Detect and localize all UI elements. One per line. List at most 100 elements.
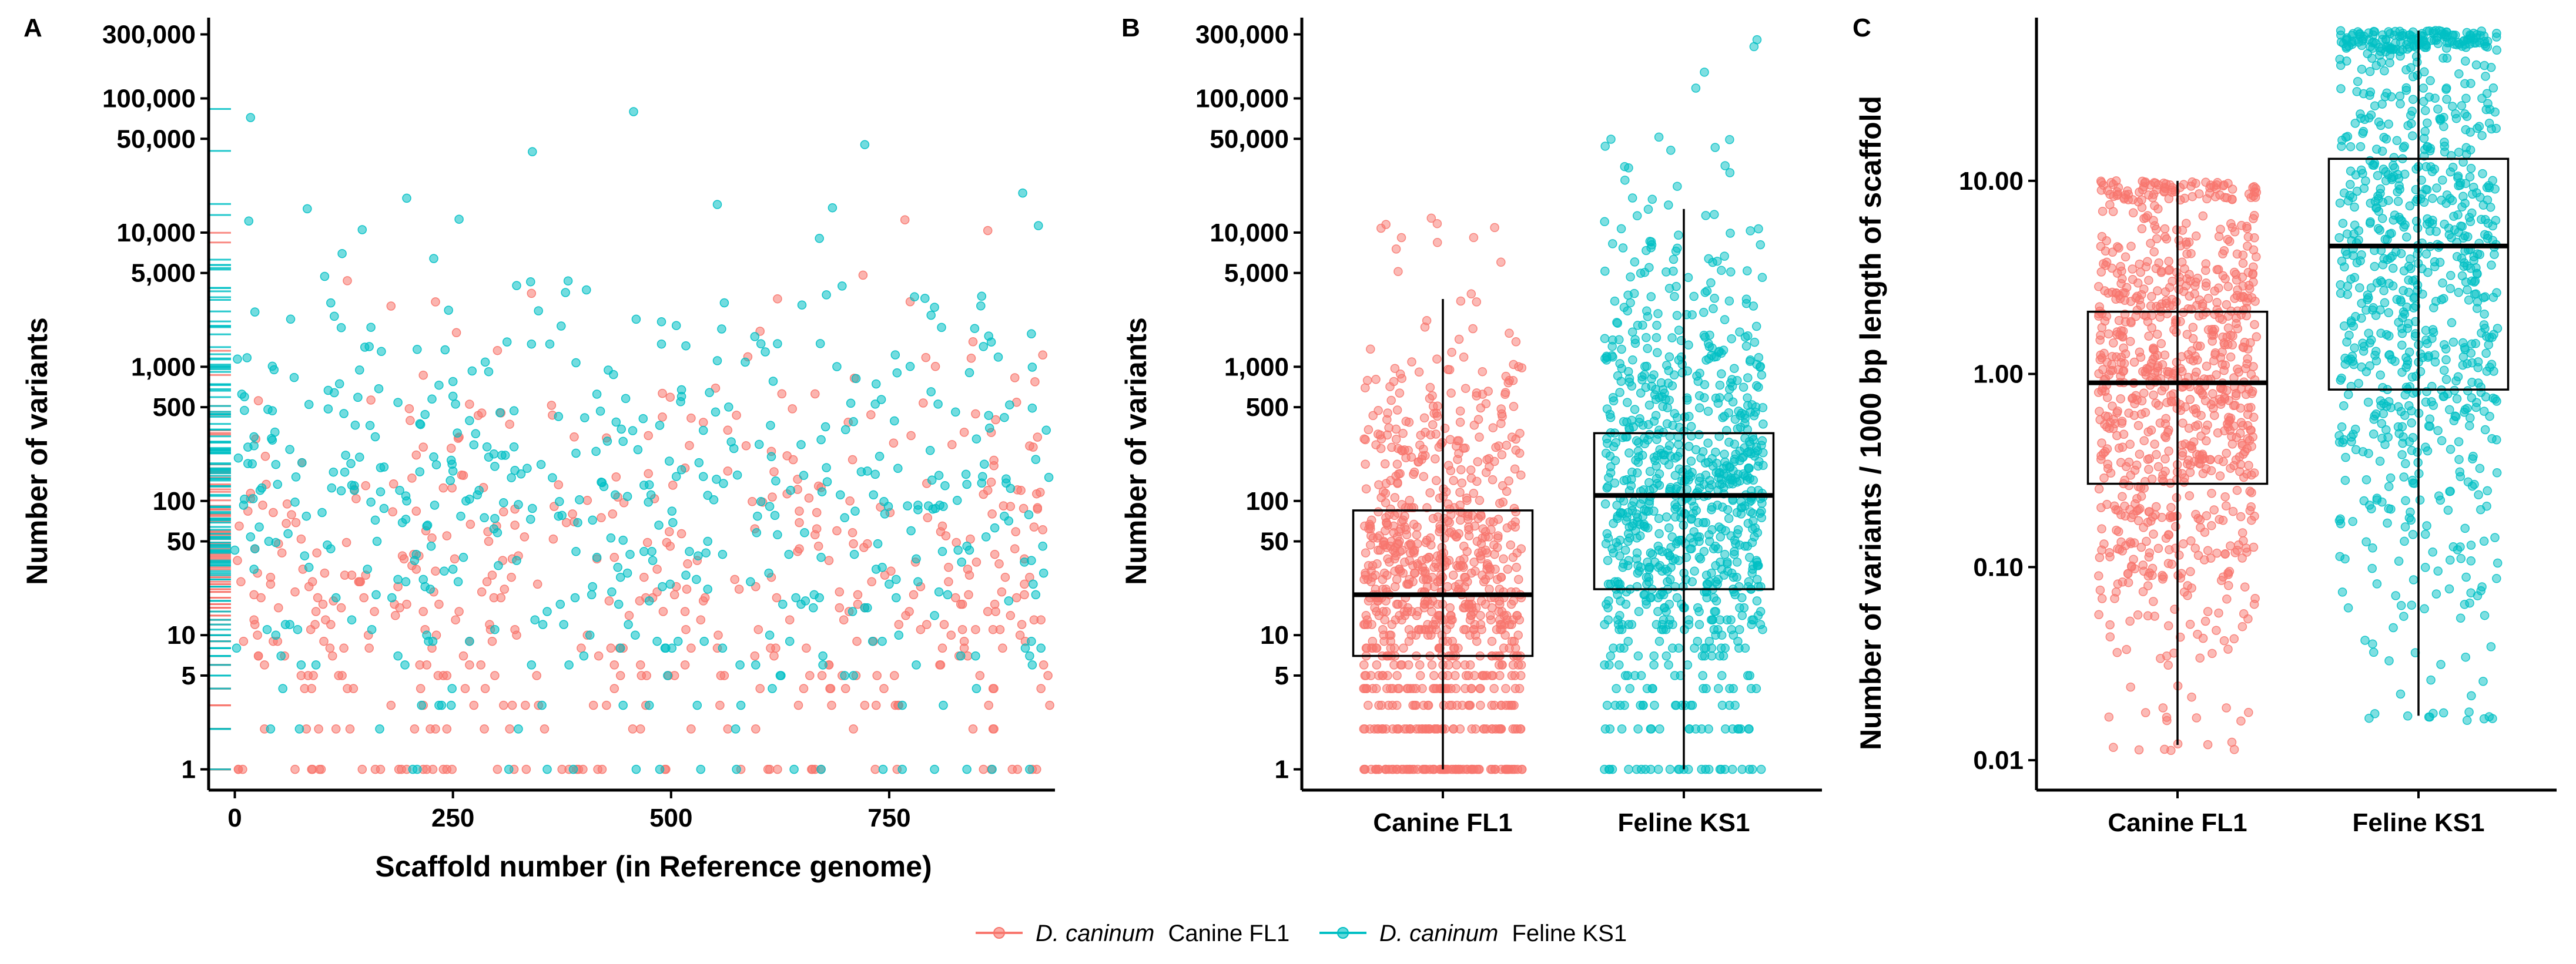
point-feline (768, 684, 777, 693)
point-canine (2153, 361, 2163, 371)
point-canine (1398, 515, 1408, 525)
point-feline (2462, 149, 2471, 159)
point-canine (832, 526, 842, 536)
point-feline (2377, 419, 2387, 428)
point-feline (1617, 364, 1627, 373)
point-canine (1455, 418, 1465, 427)
point-feline (937, 323, 946, 332)
point-feline (964, 368, 974, 378)
point-feline (1674, 764, 1683, 774)
point-feline (499, 498, 508, 508)
point-canine (984, 700, 993, 710)
point-feline (1701, 470, 1711, 480)
point-canine (1455, 488, 1465, 497)
point-canine (2095, 585, 2105, 595)
point-canine (2152, 330, 2162, 339)
point-canine (936, 660, 946, 670)
point-feline (879, 497, 889, 506)
point-canine (274, 603, 283, 613)
point-canine (1476, 611, 1485, 620)
point-canine (411, 506, 421, 516)
point-feline (2433, 105, 2443, 114)
point-feline (440, 566, 449, 576)
point-canine (2152, 185, 2162, 194)
point-canine (1487, 671, 1496, 680)
panel-b-category-label: Feline KS1 (1618, 808, 1750, 837)
point-feline (2440, 219, 2449, 229)
point-canine (1381, 220, 1391, 229)
point-feline (1639, 590, 1649, 600)
point-feline (2423, 267, 2433, 277)
point-feline (2455, 467, 2465, 477)
point-feline (2466, 556, 2476, 566)
point-canine (2149, 247, 2159, 257)
point-feline (304, 399, 314, 409)
point-canine (840, 684, 850, 693)
point-canine (1413, 539, 1422, 549)
point-canine (1496, 572, 1506, 582)
point-canine (1481, 468, 1491, 478)
point-canine (2135, 449, 2145, 459)
point-feline (1750, 523, 1760, 533)
point-canine (2162, 234, 2172, 244)
point-feline (2354, 378, 2363, 388)
point-feline (2340, 262, 2349, 272)
point-feline (1655, 724, 1664, 734)
point-feline (1699, 643, 1709, 653)
point-feline (1699, 547, 1709, 556)
point-feline (387, 593, 397, 603)
point-feline (840, 513, 849, 523)
point-canine (347, 570, 357, 580)
point-canine (2198, 390, 2208, 399)
point-feline (1664, 352, 1674, 362)
point-feline (719, 298, 729, 308)
point-feline (1633, 568, 1643, 578)
point-feline (2454, 288, 2464, 297)
point-feline (2403, 44, 2412, 54)
point-feline (440, 345, 450, 355)
point-feline (765, 502, 775, 511)
point-feline (571, 448, 581, 458)
point-canine (795, 518, 804, 528)
point-canine (2152, 450, 2161, 459)
point-canine (1376, 700, 1386, 710)
point-feline (570, 593, 580, 603)
point-feline (2461, 179, 2470, 189)
point-feline (1646, 292, 1656, 301)
point-feline (363, 565, 372, 574)
point-feline (1027, 660, 1037, 670)
point-canine (2153, 286, 2162, 295)
point-feline (2463, 477, 2473, 487)
panel-b-y-axis-title: Number of variants (1120, 317, 1153, 585)
point-feline (1606, 468, 1616, 478)
point-canine (2243, 354, 2252, 364)
panel-a-y-tick-label: 50,000 (116, 125, 196, 153)
point-feline (2381, 167, 2391, 177)
point-canine (2163, 621, 2173, 631)
point-canine (1374, 724, 1384, 734)
point-canine (2191, 231, 2201, 241)
point-feline (1607, 764, 1617, 774)
point-canine (1507, 432, 1517, 442)
point-feline (912, 554, 921, 564)
point-feline (2379, 409, 2389, 418)
point-canine (1445, 504, 1455, 514)
point-canine (2243, 293, 2253, 303)
point-feline (2420, 529, 2430, 539)
point-feline (341, 451, 350, 460)
point-feline (1654, 513, 1664, 523)
point-feline (434, 380, 444, 390)
point-canine (532, 579, 542, 589)
point-canine (2139, 566, 2149, 576)
point-feline (2343, 603, 2353, 613)
point-feline (2418, 83, 2428, 93)
point-canine (871, 700, 881, 710)
point-canine (307, 764, 317, 774)
point-feline (542, 607, 552, 616)
point-canine (2221, 501, 2231, 510)
point-feline (2396, 689, 2406, 699)
point-canine (1392, 599, 1402, 609)
point-canine (785, 615, 795, 624)
point-feline (337, 248, 347, 258)
point-feline (2486, 642, 2496, 651)
